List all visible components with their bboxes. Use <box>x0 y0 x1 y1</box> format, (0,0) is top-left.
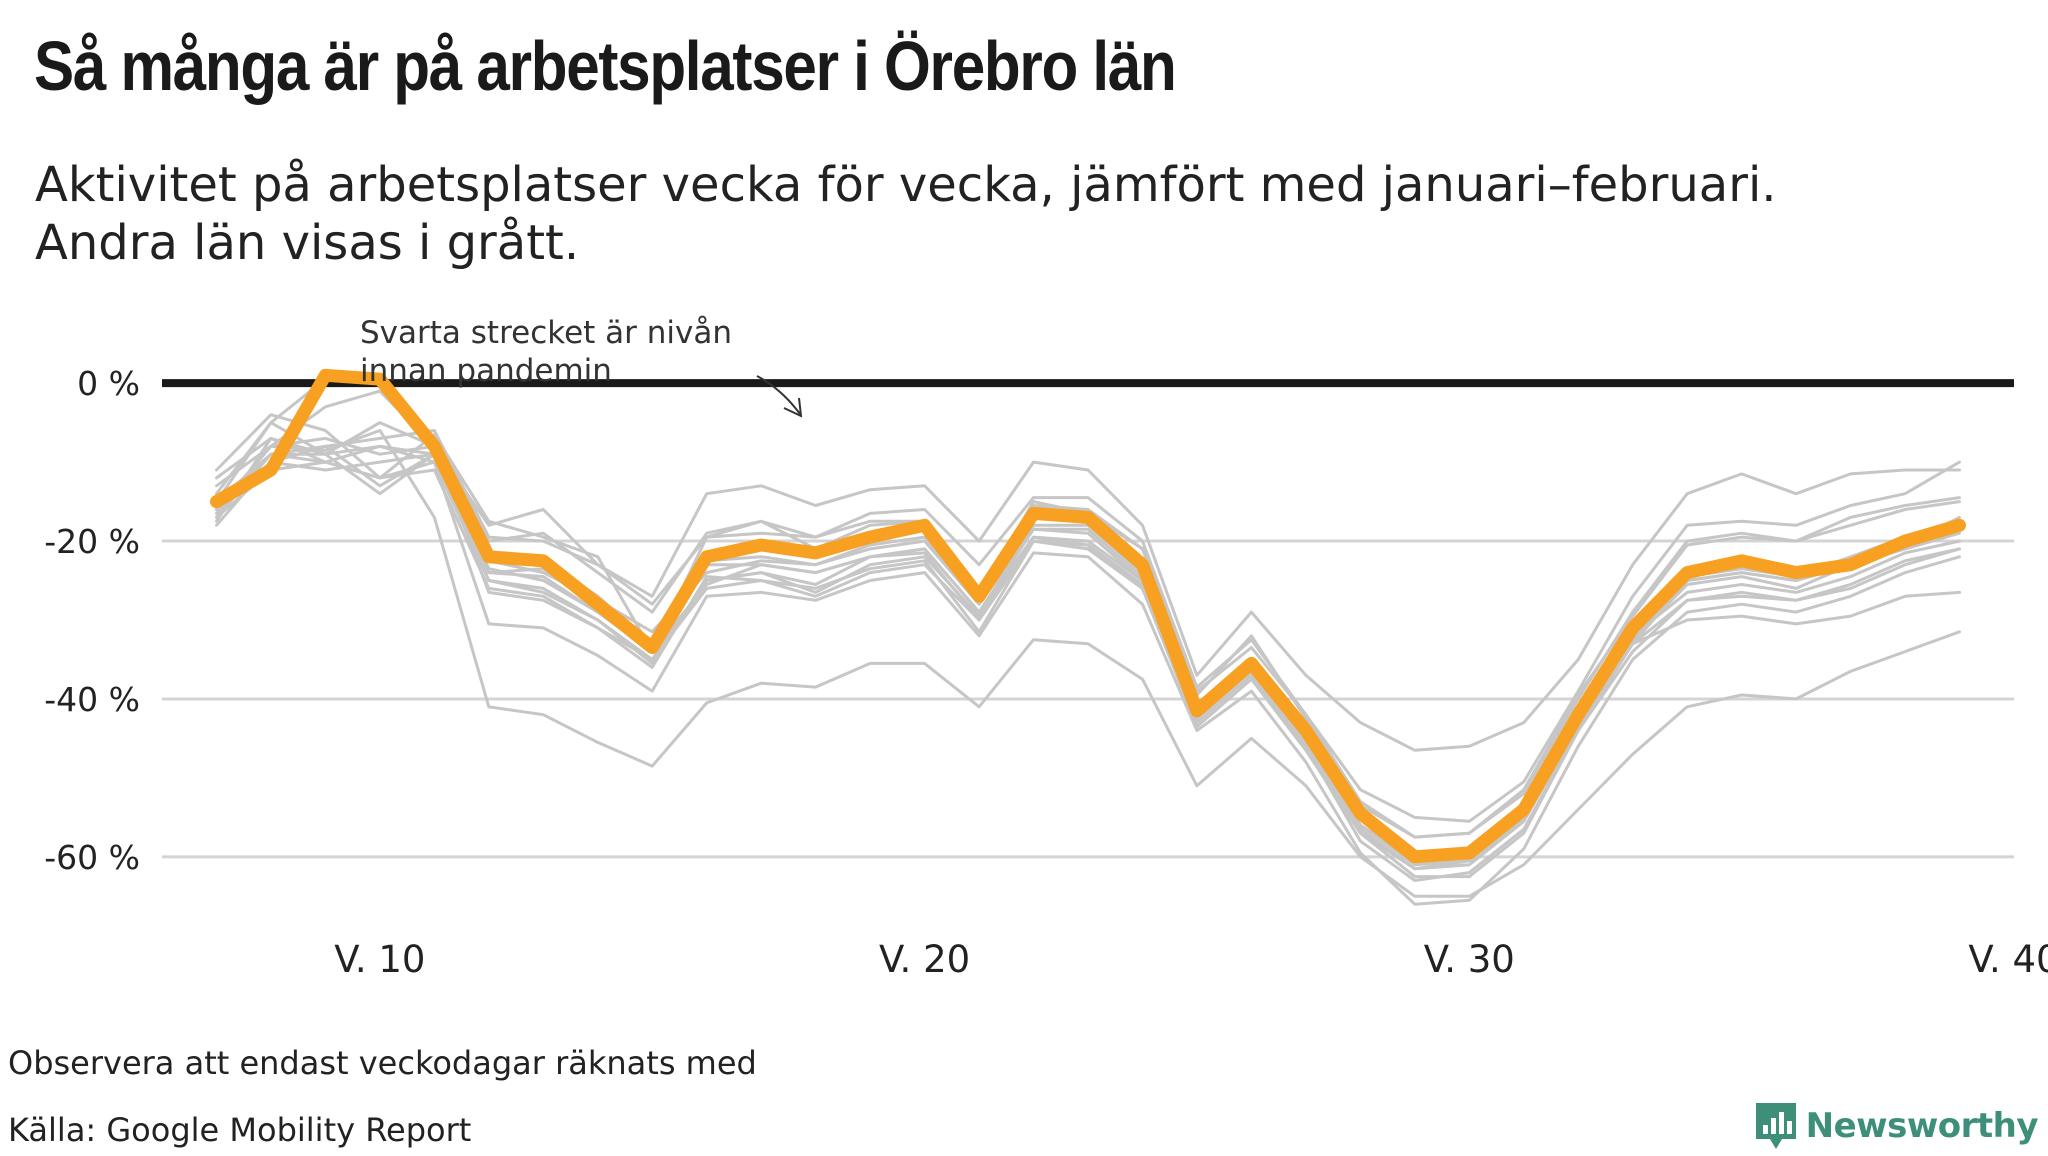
series-line <box>215 452 1961 867</box>
subtitle-line-2: Andra län visas i grått. <box>35 215 580 271</box>
chart-title: Så många är på arbetsplatser i Örebro lä… <box>34 27 1177 105</box>
subtitle-line-1: Aktivitet på arbetsplatser vecka för vec… <box>35 157 1777 213</box>
annotation-line-1: Svarta strecket är nivån <box>360 315 732 351</box>
footnote-source: Källa: Google Mobility Report <box>8 1111 472 1149</box>
series-line <box>215 377 1961 855</box>
y-tick-label: -20 % <box>44 522 140 561</box>
newsworthy-logo-icon <box>1755 1103 1796 1149</box>
y-tick-label: 0 % <box>77 364 140 403</box>
x-tick-label: V. 30 <box>1424 938 1515 981</box>
x-tick-label: V. 40 <box>1968 938 2048 981</box>
annotation: Svarta strecket är nivån innan pandemin <box>360 315 803 418</box>
annotation-arrow-head <box>783 397 803 418</box>
series-line <box>215 452 1961 871</box>
series-line <box>215 429 1961 898</box>
annotation-line-2: innan pandemin <box>360 353 612 389</box>
x-axis-ticks: V. 10 V. 20 V. 30 V. 40 <box>334 938 2048 981</box>
series-line <box>215 429 1961 839</box>
line-chart: 0 %-20 %-40 %-60 % V. 10 V. 20 V. 30 V. 40 … <box>44 315 2048 981</box>
chart-subtitle: Aktivitet på arbetsplatser vecka för vec… <box>35 156 1995 272</box>
gridlines <box>162 539 2014 859</box>
brand-name: Newsworthy <box>1805 1106 2039 1146</box>
comparison-series <box>215 373 1961 906</box>
y-axis-ticks: 0 % -20 % -40 % -60 % <box>44 364 140 877</box>
series-line <box>215 373 1961 839</box>
x-tick-label: V. 10 <box>334 938 425 981</box>
footnote-note: Observera att endast veckodagar räknats … <box>8 1044 757 1082</box>
highlight-series <box>210 368 1966 864</box>
series-line <box>215 389 1961 752</box>
annotation-arrow-line <box>756 375 801 415</box>
x-tick-label: V. 20 <box>879 938 970 981</box>
series-line <box>215 413 1961 823</box>
y-tick-label: -40 % <box>44 680 140 719</box>
highlight-line <box>210 368 1966 864</box>
y-tick-label: -60 % <box>44 838 140 877</box>
newsworthy-brand: Newsworthy <box>1754 1096 2039 1156</box>
